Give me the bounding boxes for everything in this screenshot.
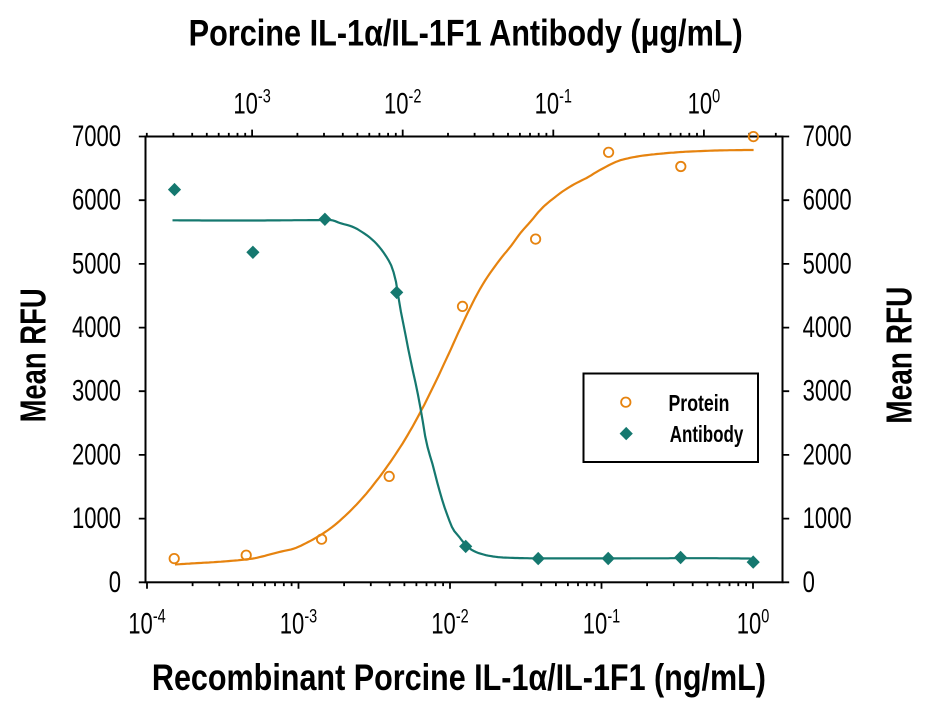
svg-text:Recombinant Porcine IL-1α/IL-1: Recombinant Porcine IL-1α/IL-1F1 (ng/mL) [152,657,766,698]
svg-text:0: 0 [109,565,121,599]
svg-text:Mean RFU: Mean RFU [879,287,919,424]
svg-text:10-2: 10-2 [431,606,468,641]
svg-text:2000: 2000 [803,437,852,471]
svg-text:10-2: 10-2 [384,85,421,120]
svg-text:6000: 6000 [72,183,121,217]
svg-text:1000: 1000 [803,501,852,535]
svg-text:5000: 5000 [803,246,852,280]
svg-text:3000: 3000 [803,374,852,408]
svg-text:0: 0 [803,565,815,599]
svg-text:10-3: 10-3 [233,85,270,120]
svg-text:7000: 7000 [803,119,852,153]
svg-text:2000: 2000 [72,437,121,471]
svg-text:4000: 4000 [803,310,852,344]
svg-text:Antibody: Antibody [670,423,744,448]
svg-text:7000: 7000 [72,119,121,153]
svg-text:4000: 4000 [72,310,121,344]
svg-text:1000: 1000 [72,501,121,535]
svg-text:Mean RFU: Mean RFU [13,288,53,422]
svg-text:5000: 5000 [72,246,121,280]
svg-text:6000: 6000 [803,183,852,217]
svg-text:Porcine IL-1α/IL-1F1 Antibody: Porcine IL-1α/IL-1F1 Antibody (μg/mL) [189,13,743,54]
svg-text:3000: 3000 [72,374,121,408]
svg-text:Protein: Protein [669,391,730,417]
